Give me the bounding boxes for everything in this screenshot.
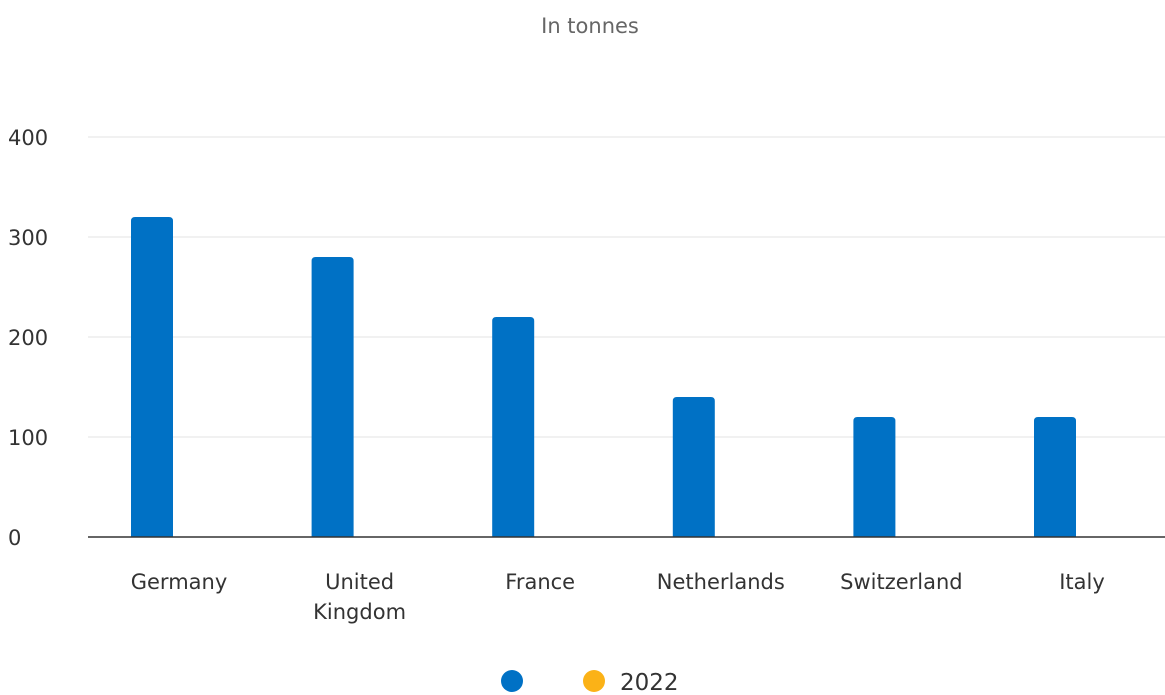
x-category-label: Italy	[1059, 570, 1105, 594]
bar[interactable]	[853, 417, 896, 537]
legend-marker	[501, 670, 523, 692]
legend-item[interactable]: 2022	[583, 670, 679, 695]
y-tick-label: 100	[8, 426, 48, 450]
x-category-label: Netherlands	[657, 570, 785, 594]
bar[interactable]	[672, 397, 715, 537]
y-tick-label: 0	[8, 526, 21, 550]
legend-label: 2022	[620, 670, 679, 695]
gridlines	[88, 136, 1165, 438]
bar[interactable]	[492, 317, 535, 537]
x-axis-category-labels: Germany United Kingdom France Netherlands Swi…	[131, 570, 1105, 624]
x-category-label: United Kingdom	[313, 570, 406, 624]
y-tick-label: 200	[8, 326, 48, 350]
bar[interactable]	[1034, 417, 1076, 537]
chart-subtitle: In tonnes	[541, 14, 639, 38]
x-category-label: Switzerland	[840, 570, 963, 594]
bar[interactable]	[131, 217, 173, 537]
y-axis-tick-labels: 0 100 200 300 400	[8, 126, 48, 550]
legend-marker	[583, 670, 605, 692]
legend-item[interactable]	[501, 670, 523, 692]
bar[interactable]	[311, 257, 354, 537]
y-tick-label: 300	[8, 226, 48, 250]
x-category-label: France	[505, 570, 575, 594]
bars	[131, 217, 1076, 537]
y-tick-label: 400	[8, 126, 48, 150]
legend[interactable]: 2022	[501, 670, 679, 695]
x-category-label: Germany	[131, 570, 228, 594]
